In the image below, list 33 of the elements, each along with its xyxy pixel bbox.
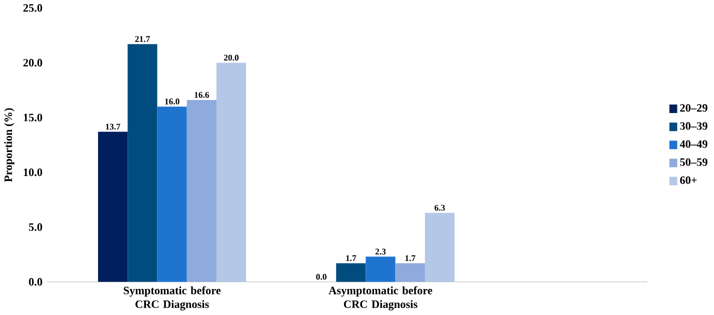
x-tick-label: Asymptomatic before CRC Diagnosis: [328, 286, 432, 311]
y-tick-label: 15.0: [24, 114, 42, 122]
legend-label: 20–29: [680, 104, 708, 112]
x-tick-label: Symptomatic before CRC Diagnosis: [124, 286, 221, 311]
text: 16.6: [194, 92, 210, 98]
bar: [98, 132, 128, 282]
bar: [424, 213, 455, 282]
bar: [336, 263, 366, 282]
legend-label: 60+: [680, 176, 697, 184]
text: 6.3: [434, 205, 445, 211]
text: 16.0: [165, 98, 180, 105]
y-tick-label: 10.0: [24, 168, 42, 176]
y-tick-label: 5.0: [28, 223, 42, 232]
bar: [216, 62, 246, 282]
bar: [186, 100, 216, 282]
bar: [157, 106, 187, 282]
y-tick-label: 20.0: [23, 59, 42, 67]
y-axis-title: Proportion (%): [4, 108, 14, 182]
text: 1.7: [346, 255, 356, 262]
text: 0.0: [316, 274, 326, 280]
text: 2.3: [375, 248, 386, 255]
legend-label: 50–59: [680, 158, 708, 166]
bar: [395, 263, 425, 282]
text: 1.7: [405, 255, 416, 262]
y-tick-label: 0.0: [28, 278, 42, 286]
text: 20.0: [224, 54, 239, 61]
bar: [366, 256, 396, 282]
bar: [128, 44, 158, 282]
legend-label: 30–39: [680, 122, 708, 130]
text: 21.7: [135, 36, 150, 42]
legend-label: 40–49: [680, 140, 708, 148]
text: 13.7: [106, 124, 120, 130]
y-tick-label: 25.0: [23, 4, 42, 12]
